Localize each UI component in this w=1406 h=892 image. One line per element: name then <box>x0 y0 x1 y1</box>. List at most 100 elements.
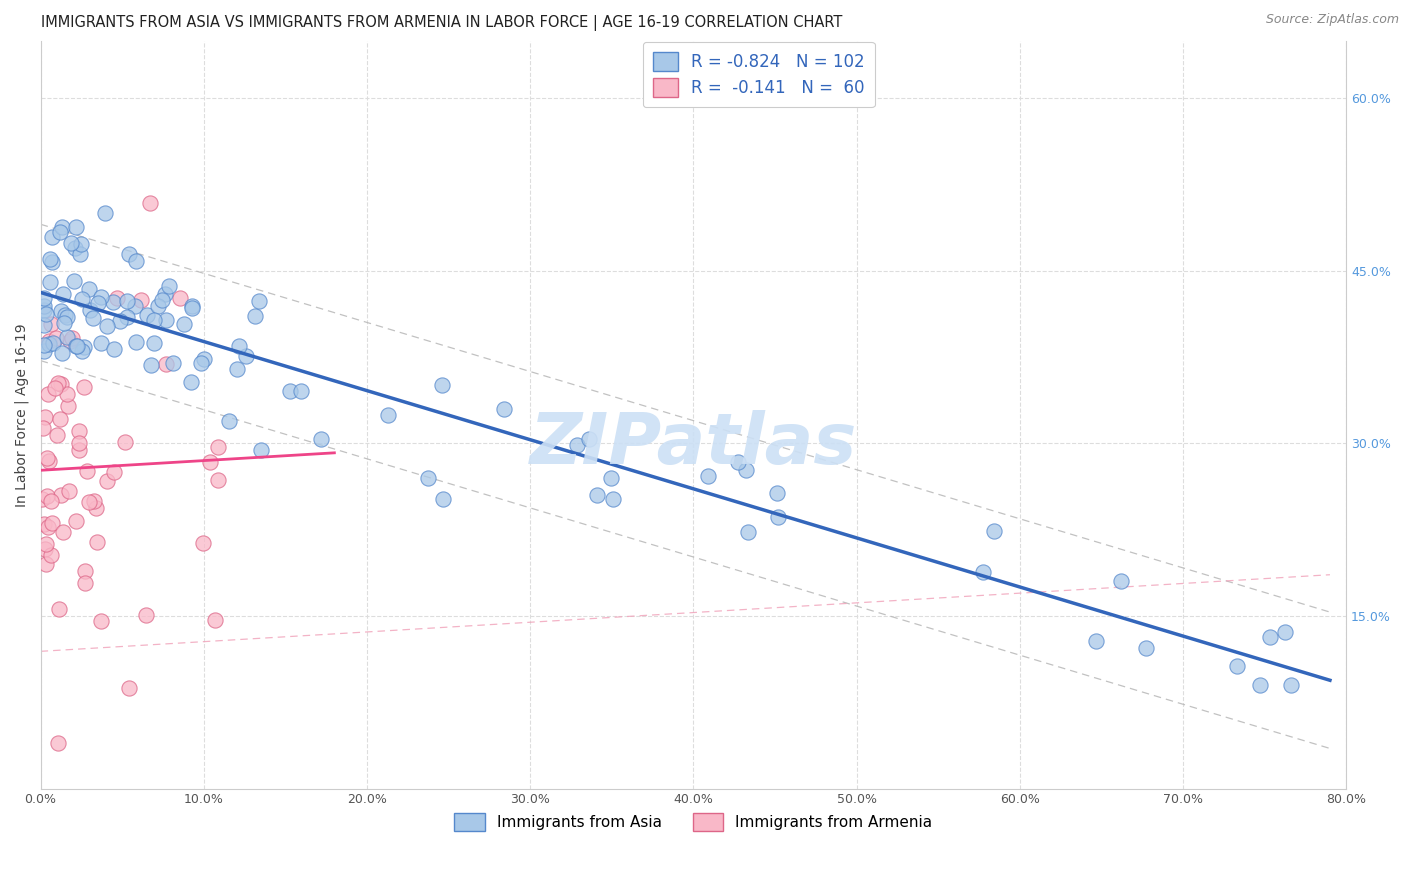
Point <box>55 310 77 324</box>
Point <box>228 339 250 353</box>
Point <box>38 334 60 349</box>
Point <box>1135 640 1157 655</box>
Text: IMMIGRANTS FROM ASIA VS IMMIGRANTS FROM ARMENIA IN LABOR FORCE | AGE 16-19 CORRE: IMMIGRANTS FROM ASIA VS IMMIGRANTS FROM … <box>41 15 842 31</box>
Point <box>1274 625 1296 640</box>
Point <box>108 314 131 328</box>
Point <box>204 613 226 627</box>
Point <box>37 489 59 503</box>
Point <box>49 488 72 502</box>
Point <box>32 299 55 313</box>
Point <box>38 454 60 468</box>
Point <box>207 441 229 455</box>
Point <box>225 362 247 376</box>
Point <box>1111 574 1133 588</box>
Point <box>207 473 229 487</box>
Point <box>32 318 55 332</box>
Point <box>768 510 790 524</box>
Point <box>79 495 101 509</box>
Point <box>83 494 105 508</box>
Point <box>90 290 112 304</box>
Point <box>34 409 56 424</box>
Point <box>173 317 195 331</box>
Point <box>70 292 93 306</box>
Point <box>35 557 58 571</box>
Point <box>41 516 63 530</box>
Point <box>32 303 55 318</box>
Point <box>59 334 82 348</box>
Point <box>52 287 75 301</box>
Point <box>117 247 139 261</box>
Point <box>79 303 101 318</box>
Point <box>65 339 87 353</box>
Point <box>972 565 994 579</box>
Point <box>38 336 60 351</box>
Point <box>191 536 214 550</box>
Point <box>56 329 79 343</box>
Point <box>46 427 69 442</box>
Point <box>34 541 56 556</box>
Point <box>218 414 240 428</box>
Point <box>37 520 59 534</box>
Point <box>44 381 66 395</box>
Point <box>565 437 588 451</box>
Point <box>90 614 112 628</box>
Point <box>135 607 157 622</box>
Point <box>35 451 58 466</box>
Point <box>46 735 69 749</box>
Point <box>73 340 96 354</box>
Point <box>727 455 749 469</box>
Point <box>63 241 86 255</box>
Point <box>32 338 55 352</box>
Point <box>51 346 73 360</box>
Point <box>155 357 177 371</box>
Point <box>82 311 104 326</box>
Point <box>60 236 83 251</box>
Legend: Immigrants from Asia, Immigrants from Armenia: Immigrants from Asia, Immigrants from Ar… <box>449 807 939 837</box>
Point <box>67 443 90 458</box>
Point <box>103 342 125 356</box>
Point <box>157 279 180 293</box>
Point <box>96 318 118 333</box>
Point <box>155 313 177 327</box>
Point <box>142 313 165 327</box>
Point <box>53 308 76 322</box>
Point <box>249 442 271 457</box>
Point <box>48 601 70 615</box>
Point <box>983 524 1005 539</box>
Point <box>67 425 90 439</box>
Point <box>32 421 55 435</box>
Point <box>52 524 75 539</box>
Point <box>39 275 62 289</box>
Point <box>49 412 72 426</box>
Point <box>49 304 72 318</box>
Point <box>600 471 623 485</box>
Point <box>169 291 191 305</box>
Point <box>49 225 72 239</box>
Point <box>51 376 73 391</box>
Point <box>70 343 93 358</box>
Point <box>1249 678 1271 692</box>
Point <box>73 380 96 394</box>
Point <box>602 491 624 506</box>
Point <box>76 464 98 478</box>
Point <box>578 432 600 446</box>
Point <box>243 309 266 323</box>
Point <box>41 255 63 269</box>
Point <box>586 488 609 502</box>
Point <box>735 463 758 477</box>
Point <box>103 466 125 480</box>
Point <box>278 384 301 398</box>
Point <box>84 500 107 515</box>
Point <box>118 681 141 696</box>
Point <box>247 293 270 308</box>
Point <box>35 537 58 551</box>
Point <box>139 195 162 210</box>
Point <box>37 386 59 401</box>
Point <box>58 484 80 499</box>
Point <box>765 486 787 500</box>
Point <box>190 355 212 369</box>
Point <box>73 575 96 590</box>
Point <box>32 344 55 359</box>
Point <box>96 475 118 489</box>
Point <box>1226 659 1249 673</box>
